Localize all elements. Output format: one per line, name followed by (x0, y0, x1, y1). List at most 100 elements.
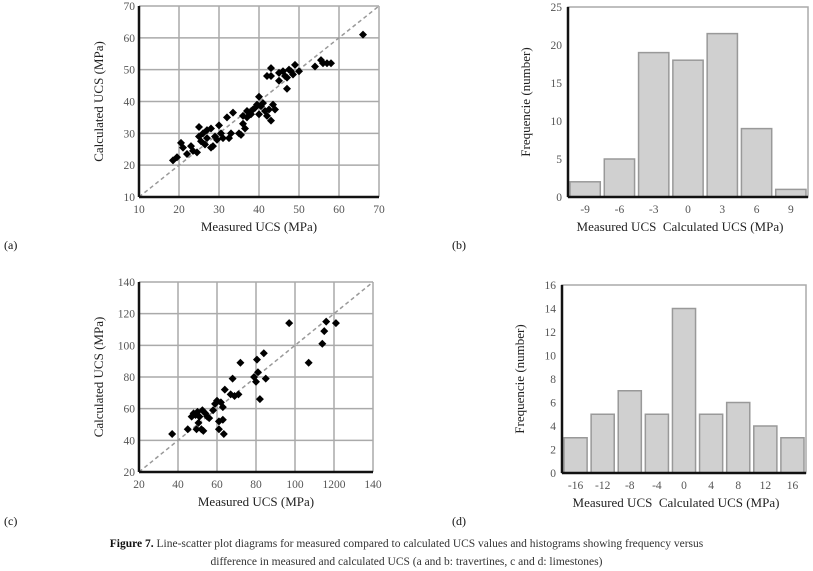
x-tick-label: 0 (681, 480, 687, 492)
data-point (213, 135, 221, 144)
histogram-bar (637, 51, 670, 198)
x-tick-label: 0 (685, 204, 691, 216)
data-point (223, 113, 231, 122)
x-tick-label: 3 (719, 204, 725, 216)
data-point (214, 425, 223, 434)
y-tick-label: 6 (550, 398, 556, 410)
data-point (241, 124, 249, 133)
data-point (318, 339, 327, 348)
data-point (259, 99, 267, 108)
y-tick-label: 10 (124, 192, 136, 204)
x-tick-label: 4 (708, 480, 714, 492)
data-point (219, 134, 227, 143)
x-axis-title: Measured UCS Calculated UCS (MPa) (577, 219, 784, 234)
x-tick-label: -6 (615, 204, 625, 216)
y-tick-label: 10 (545, 351, 557, 363)
chart-c: 20 40 60 80 100 1200 140 20 40 60 80 100 120 140 Measu… (91, 277, 382, 509)
data-point (331, 319, 340, 328)
x-axis-title: Measured UCS Calculated UCS (MPa) (573, 495, 780, 510)
y-tick-label: 60 (124, 404, 136, 416)
y-tick-label: 2 (550, 445, 556, 457)
data-point (179, 143, 187, 152)
data-point (195, 122, 203, 131)
data-point (259, 349, 268, 358)
x-axis-title: Measured UCS (MPa) (198, 494, 314, 509)
x-tick-label: 100 (286, 479, 304, 491)
y-tick-label: 5 (556, 154, 562, 166)
x-tick-label: 9 (788, 204, 794, 216)
histogram-bar (706, 32, 739, 198)
y-tick-label: 60 (124, 33, 136, 45)
data-point (237, 130, 245, 139)
data-point (253, 368, 262, 377)
x-tick-label: 12 (760, 480, 772, 492)
y-tick-label: 40 (124, 97, 136, 109)
x-tick-label: 70 (373, 204, 385, 216)
data-point (320, 327, 329, 336)
data-point (220, 385, 229, 394)
y-axis-title: Calculated UCS (MPa) (91, 41, 106, 162)
data-point (205, 414, 214, 423)
data-point (289, 70, 297, 79)
panel-label-b: (b) (452, 238, 466, 252)
data-point (267, 72, 275, 81)
histogram-bar (672, 59, 704, 198)
data-point (263, 111, 271, 120)
data-point (295, 67, 303, 76)
data-point (227, 129, 235, 138)
caption-line-1: Line-scatter plot diagrams for measured … (153, 538, 704, 550)
y-tick-label: 30 (124, 128, 136, 140)
figure-caption: Figure 7. Line-scatter plot diagrams for… (0, 535, 813, 571)
x-tick-label: 80 (250, 479, 262, 491)
x-tick-label: -16 (568, 480, 584, 492)
data-point (219, 430, 228, 438)
histogram-bar (603, 158, 636, 198)
data-point (201, 140, 209, 149)
x-tick-label: -4 (652, 480, 662, 492)
y-tick-label: 40 (124, 435, 136, 447)
data-point (195, 412, 204, 421)
y-tick-label: 20 (124, 467, 136, 479)
x-tick-label: 60 (333, 204, 345, 216)
data-point (218, 403, 227, 412)
data-point (168, 430, 177, 438)
x-tick-label: -8 (625, 480, 635, 492)
chart-d: 0 2 4 6 8 10 12 14 16 -16 -12 -8 -4 0 4 8 12 16 Measured U… (512, 280, 807, 510)
data-point (252, 377, 260, 386)
histogram-bar (644, 413, 670, 474)
y-tick-label: 4 (550, 421, 556, 433)
data-point (236, 358, 245, 367)
data-point (194, 418, 203, 427)
y-tick-label: 14 (545, 304, 557, 316)
x-tick-label: -9 (580, 204, 590, 216)
y-tick-label: 0 (556, 192, 562, 204)
panel-label-a: (a) (4, 238, 18, 252)
y-tick-label: 140 (118, 277, 136, 289)
y-axis-title: Frequencie (number) (512, 324, 527, 433)
y-tick-label: 0 (550, 468, 556, 480)
x-tick-label: 40 (253, 204, 265, 216)
data-point (285, 319, 294, 328)
histogram-bar (753, 425, 778, 474)
x-tick-label: 10 (133, 204, 145, 216)
data-point (209, 406, 218, 415)
data-point (271, 105, 279, 114)
data-point (322, 317, 331, 326)
data-point (265, 105, 273, 114)
histogram-bar (617, 390, 643, 474)
chart-a: 10 20 30 40 50 60 70 10 20 30 40 50 60 70 Measured UCS… (91, 1, 385, 234)
histogram-bar (725, 401, 751, 474)
x-tick-label: 50 (293, 204, 305, 216)
data-point (267, 116, 275, 125)
x-axis-title: Measured UCS (MPa) (201, 219, 317, 234)
data-point (173, 153, 181, 162)
data-point (317, 56, 325, 65)
histogram-bar (698, 413, 724, 474)
data-point (215, 121, 223, 130)
y-tick-label: 16 (545, 280, 557, 292)
data-point (203, 126, 211, 135)
x-tick-label: 1200 (323, 479, 346, 491)
histogram-bar (569, 181, 602, 198)
data-point (183, 150, 191, 159)
data-point (199, 426, 208, 435)
